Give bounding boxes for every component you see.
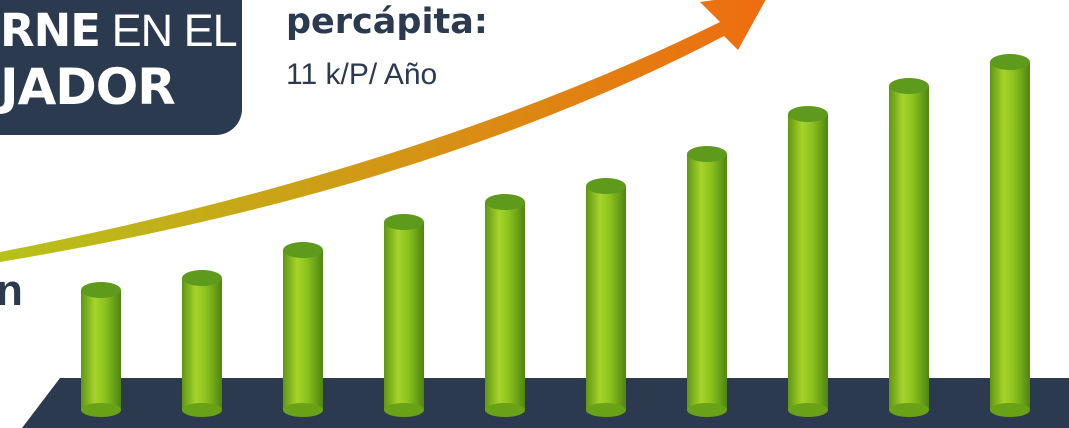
bar-body [990, 62, 1030, 410]
bar-body [182, 278, 222, 410]
title-line-2: JADOR [0, 58, 176, 116]
bar-7 [687, 146, 727, 417]
bar-body [586, 186, 626, 410]
bar-base-ellipse [990, 403, 1030, 417]
bar-body [384, 222, 424, 410]
chart-subtitle: percápita: [286, 2, 488, 42]
bar-base-ellipse [283, 403, 323, 417]
bar-cap [788, 106, 828, 122]
bar-body [889, 86, 929, 410]
title-badge [0, 0, 242, 135]
bar-base-ellipse [586, 403, 626, 417]
bar-8 [788, 106, 828, 417]
bar-3 [283, 242, 323, 417]
bar-base-ellipse [788, 403, 828, 417]
bar-10 [990, 54, 1030, 417]
bar-body [81, 290, 121, 410]
side-text-fragment: n [0, 266, 23, 315]
bar-body [788, 114, 828, 410]
bar-base-ellipse [889, 403, 929, 417]
bar-body [687, 154, 727, 410]
bar-cap [586, 178, 626, 194]
bar-cap [81, 282, 121, 298]
bar-base-ellipse [384, 403, 424, 417]
bar-cap [687, 146, 727, 162]
bar-base-ellipse [182, 403, 222, 417]
title-bold-part: RNE [0, 4, 101, 57]
bar-cap [889, 78, 929, 94]
bar-base-ellipse [81, 403, 121, 417]
bar-1 [81, 282, 121, 417]
bar-cap [485, 194, 525, 210]
bar-body [283, 250, 323, 410]
bar-6 [586, 178, 626, 417]
bar-base-ellipse [687, 403, 727, 417]
unit-label: 11 k/P/ Año [286, 58, 438, 91]
bar-cap [283, 242, 323, 258]
bar-2 [182, 270, 222, 417]
bar-5 [485, 194, 525, 417]
bar-cap [990, 54, 1030, 70]
title-line-1: RNE EN EL [0, 4, 238, 57]
bar-cap [182, 270, 222, 286]
bar-9 [889, 78, 929, 417]
bar-4 [384, 214, 424, 417]
title-light-part: EN EL [100, 5, 238, 56]
bar-body [485, 202, 525, 410]
bar-base-ellipse [485, 403, 525, 417]
bar-cap [384, 214, 424, 230]
